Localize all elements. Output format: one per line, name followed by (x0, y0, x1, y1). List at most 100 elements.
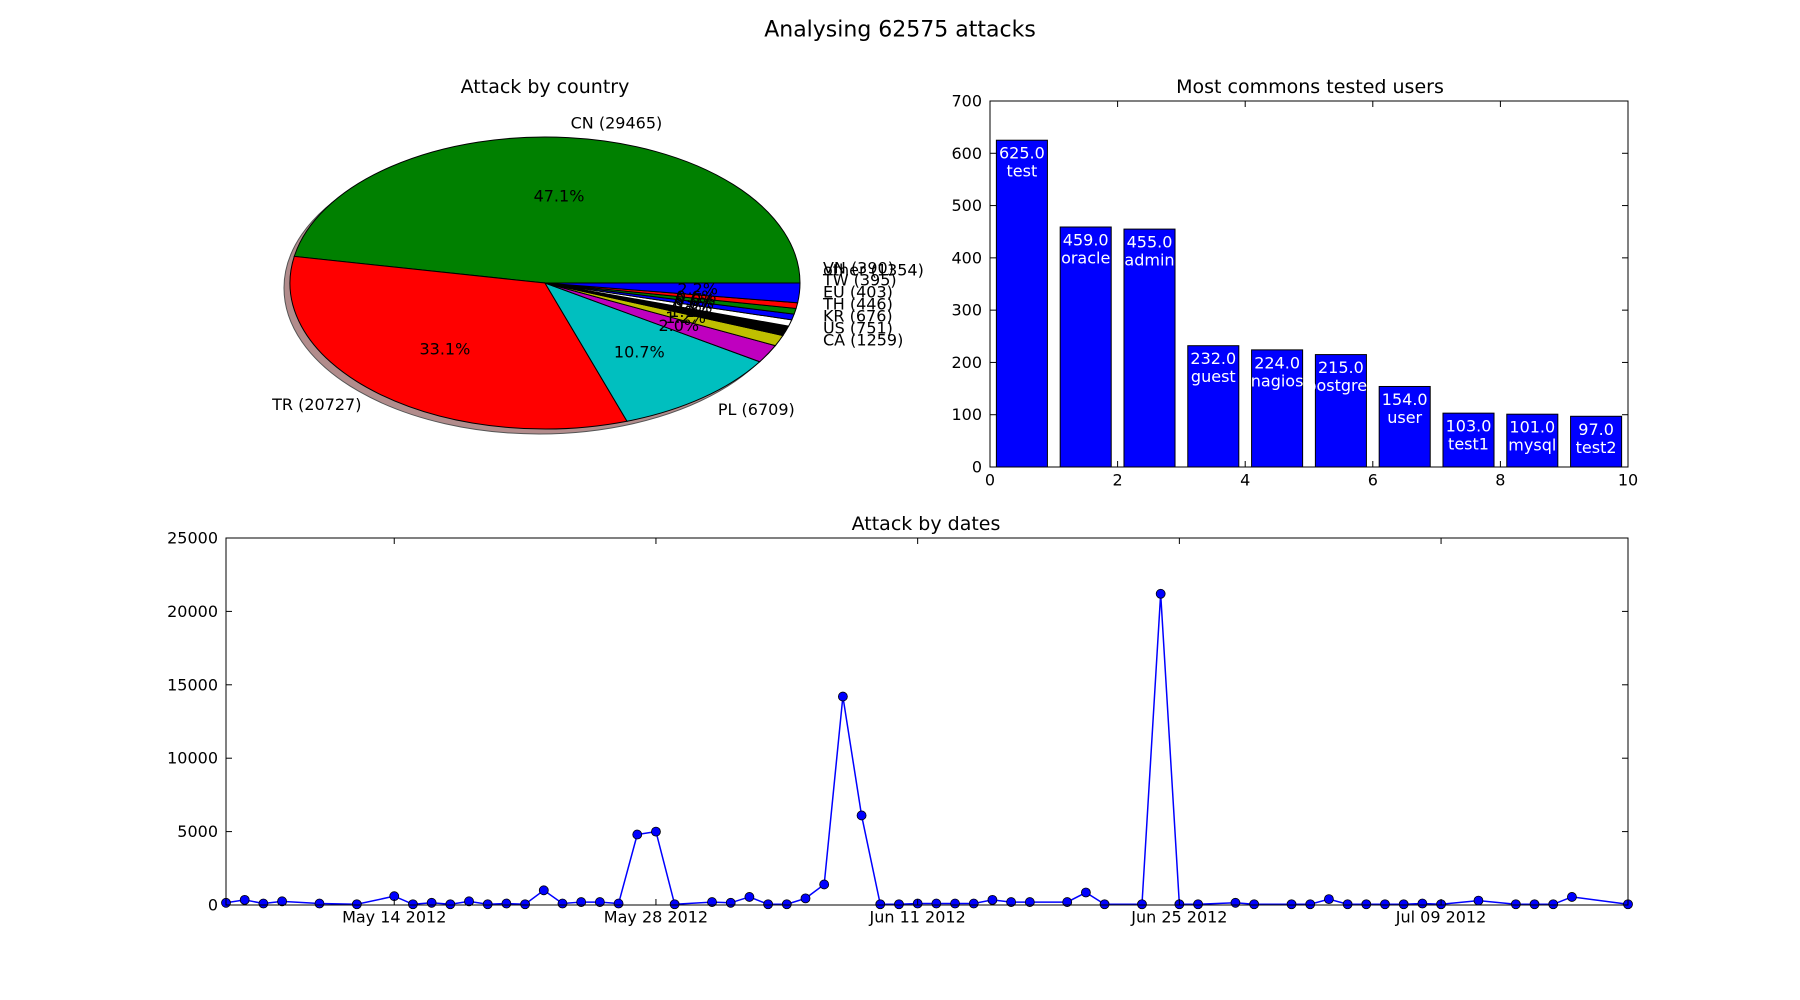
bar-value-label: 224.0 (1254, 353, 1300, 372)
bar-chart-frame (989, 100, 1629, 468)
pie-slice (544, 282, 801, 304)
attack-point (538, 885, 549, 896)
attack-point (651, 826, 661, 837)
pie-slice-label: PL (6709) (718, 400, 795, 419)
attack-point (1155, 588, 1166, 599)
y-tick-label: 0 (208, 896, 218, 915)
pie-slice-pct: 2.2% (677, 279, 718, 298)
x-tick-label: May 14 2012 (342, 908, 446, 927)
bar-user-label: postgres (1306, 376, 1375, 395)
pie-slice-pct: 0.7% (672, 298, 713, 317)
y-tick-label: 400 (951, 248, 982, 267)
attack-point (744, 892, 755, 902)
pie-slice-pct: 33.1% (419, 340, 470, 359)
bar-user-label: admin (1124, 251, 1174, 270)
bar-user-label: test (1007, 162, 1038, 181)
user-bar (1187, 345, 1240, 468)
user-bar (1251, 349, 1304, 468)
bar-user-label: test1 (1448, 435, 1489, 454)
pie-slice-label: TR (20727) (271, 395, 361, 414)
attack-point (445, 899, 456, 910)
x-tick-label: Jun 11 2012 (869, 908, 966, 927)
bar-value-label: 154.0 (1382, 390, 1428, 409)
x-tick-label: 6 (1368, 471, 1378, 490)
attack-point (576, 897, 587, 907)
attack-point (669, 899, 680, 910)
attack-point (1062, 897, 1073, 907)
attack-point (1417, 898, 1428, 909)
attack-point (1286, 899, 1297, 910)
bar-value-label: 459.0 (1063, 231, 1109, 250)
user-bar (1442, 412, 1495, 468)
pie-slice-pct: 0.6% (673, 294, 714, 313)
bar-value-label: 97.0 (1578, 420, 1614, 439)
user-bar (1506, 413, 1559, 468)
user-bar (995, 139, 1048, 468)
figure-title: Analysing 62575 attacks (764, 18, 1036, 43)
attack-point (725, 897, 736, 908)
pie-slices (289, 136, 801, 430)
attack-point (1305, 899, 1316, 910)
pie-slice-pct: 1.2% (665, 308, 706, 327)
bar-value-label: 455.0 (1127, 233, 1173, 252)
y-tick-label: 100 (951, 405, 982, 424)
pie-slice-pct: 47.1% (534, 186, 585, 205)
attack-point (1361, 899, 1372, 910)
attack-point (1473, 895, 1484, 906)
bar-user-label: oracle (1061, 249, 1110, 268)
pie-slice-pct: 0.6% (675, 290, 716, 309)
y-tick-label: 25000 (167, 529, 218, 548)
attack-point (1510, 899, 1521, 910)
attack-point (1099, 899, 1110, 910)
pie-slice-pct: 2.0% (658, 316, 699, 335)
user-bar (1570, 415, 1623, 468)
bar-user-label: nagios (1251, 371, 1304, 390)
line-axes: 0 5000 10000 15000 20000 25000 May 14 2012 May … (167, 529, 1628, 927)
attack-point (950, 898, 960, 909)
y-tick-label: 15000 (167, 675, 218, 694)
attack-point (1324, 894, 1334, 905)
y-tick-label: 20000 (167, 602, 218, 621)
attack-point (1080, 887, 1091, 898)
attack-point (894, 899, 904, 910)
y-tick-label: 500 (951, 196, 982, 215)
attack-point (1548, 899, 1559, 910)
attack-point (763, 899, 774, 910)
pie-labels: CN (29465) 47.1% TR (20727) 33.1% PL (6709) 1… (271, 114, 924, 419)
attack-point (875, 899, 886, 910)
pie-slice-pct: 10.7% (614, 342, 665, 361)
attack-point (1398, 899, 1409, 910)
attack-point (1006, 897, 1017, 907)
bar-user-label: test2 (1576, 438, 1617, 457)
attack-point (239, 894, 250, 905)
attack-point (781, 899, 792, 910)
pie-slice-label: US (751) (823, 319, 893, 338)
attack-point (819, 879, 830, 890)
user-bar (1378, 385, 1431, 468)
bar-value-label: 232.0 (1190, 349, 1236, 368)
attack-point (1193, 899, 1203, 910)
y-tick-label: 5000 (177, 822, 218, 841)
attack-point (258, 898, 269, 909)
x-tick-label: Jul 09 2012 (1395, 908, 1487, 927)
attack-point (1529, 899, 1540, 910)
bar-user-label: user (1387, 408, 1422, 427)
pie-slice-label: KR (676) (823, 307, 893, 326)
attack-point (1567, 892, 1577, 902)
pie-slice-label: TH (446) (822, 295, 893, 314)
y-tick-label: 600 (951, 144, 982, 163)
attack-point (707, 897, 717, 907)
bar-value-label: 215.0 (1318, 358, 1364, 377)
bar-user-label: guest (1191, 367, 1236, 386)
attack-line (225, 593, 1629, 906)
attack-point (837, 691, 848, 702)
bar-value-label: 101.0 (1509, 418, 1555, 437)
attack-point (632, 829, 643, 840)
pie-slice-label: CA (1259) (823, 331, 903, 350)
attack-point (426, 897, 437, 908)
line-chart: Attack by dates 0 5000 10000 15000 20000 2500… (167, 513, 1633, 927)
attack-point (800, 893, 811, 904)
pie-slice-label: TW (395) (822, 271, 897, 290)
pie-slice-label: EU (403) (823, 283, 893, 302)
